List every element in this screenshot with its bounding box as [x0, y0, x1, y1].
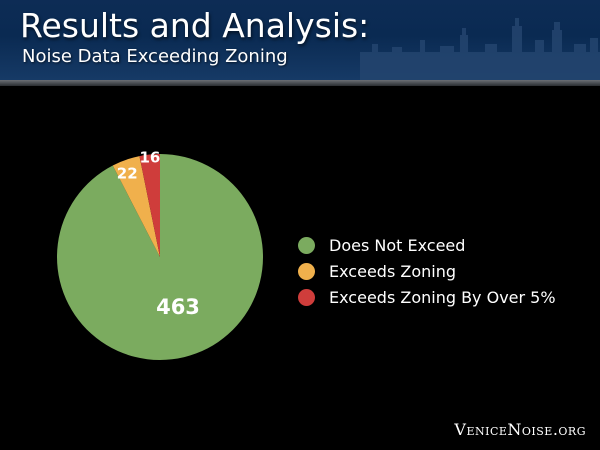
- slice-value-label-1: 22: [117, 164, 138, 182]
- legend-swatch: [298, 262, 315, 280]
- slice-value-label-0: 463: [156, 295, 200, 319]
- legend-label: Does Not Exceed: [329, 235, 466, 255]
- chart-legend: Does Not Exceed Exceeds Zoning Exceeds Z…: [298, 232, 556, 310]
- header-divider: [0, 80, 600, 86]
- slice-value-label-2: 16: [139, 149, 160, 167]
- venice-skyline-image: [360, 18, 600, 80]
- legend-item-exceeds-zoning: Exceeds Zoning: [298, 258, 556, 284]
- legend-swatch: [298, 236, 315, 254]
- pie-slice-2: [139, 154, 160, 257]
- legend-item-exceeds-over-5: Exceeds Zoning By Over 5%: [298, 284, 556, 310]
- legend-label: Exceeds Zoning By Over 5%: [329, 287, 556, 307]
- header-banner: Results and Analysis: Noise Data Exceedi…: [0, 0, 600, 80]
- slide-subtitle: Noise Data Exceeding Zoning: [22, 46, 288, 67]
- slide-title: Results and Analysis:: [20, 6, 370, 45]
- site-footer: VeniceNoise.org: [454, 420, 586, 439]
- legend-swatch: [298, 288, 315, 306]
- legend-label: Exceeds Zoning: [329, 261, 456, 281]
- pie-slice-1: [112, 156, 160, 257]
- legend-item-does-not-exceed: Does Not Exceed: [298, 232, 556, 258]
